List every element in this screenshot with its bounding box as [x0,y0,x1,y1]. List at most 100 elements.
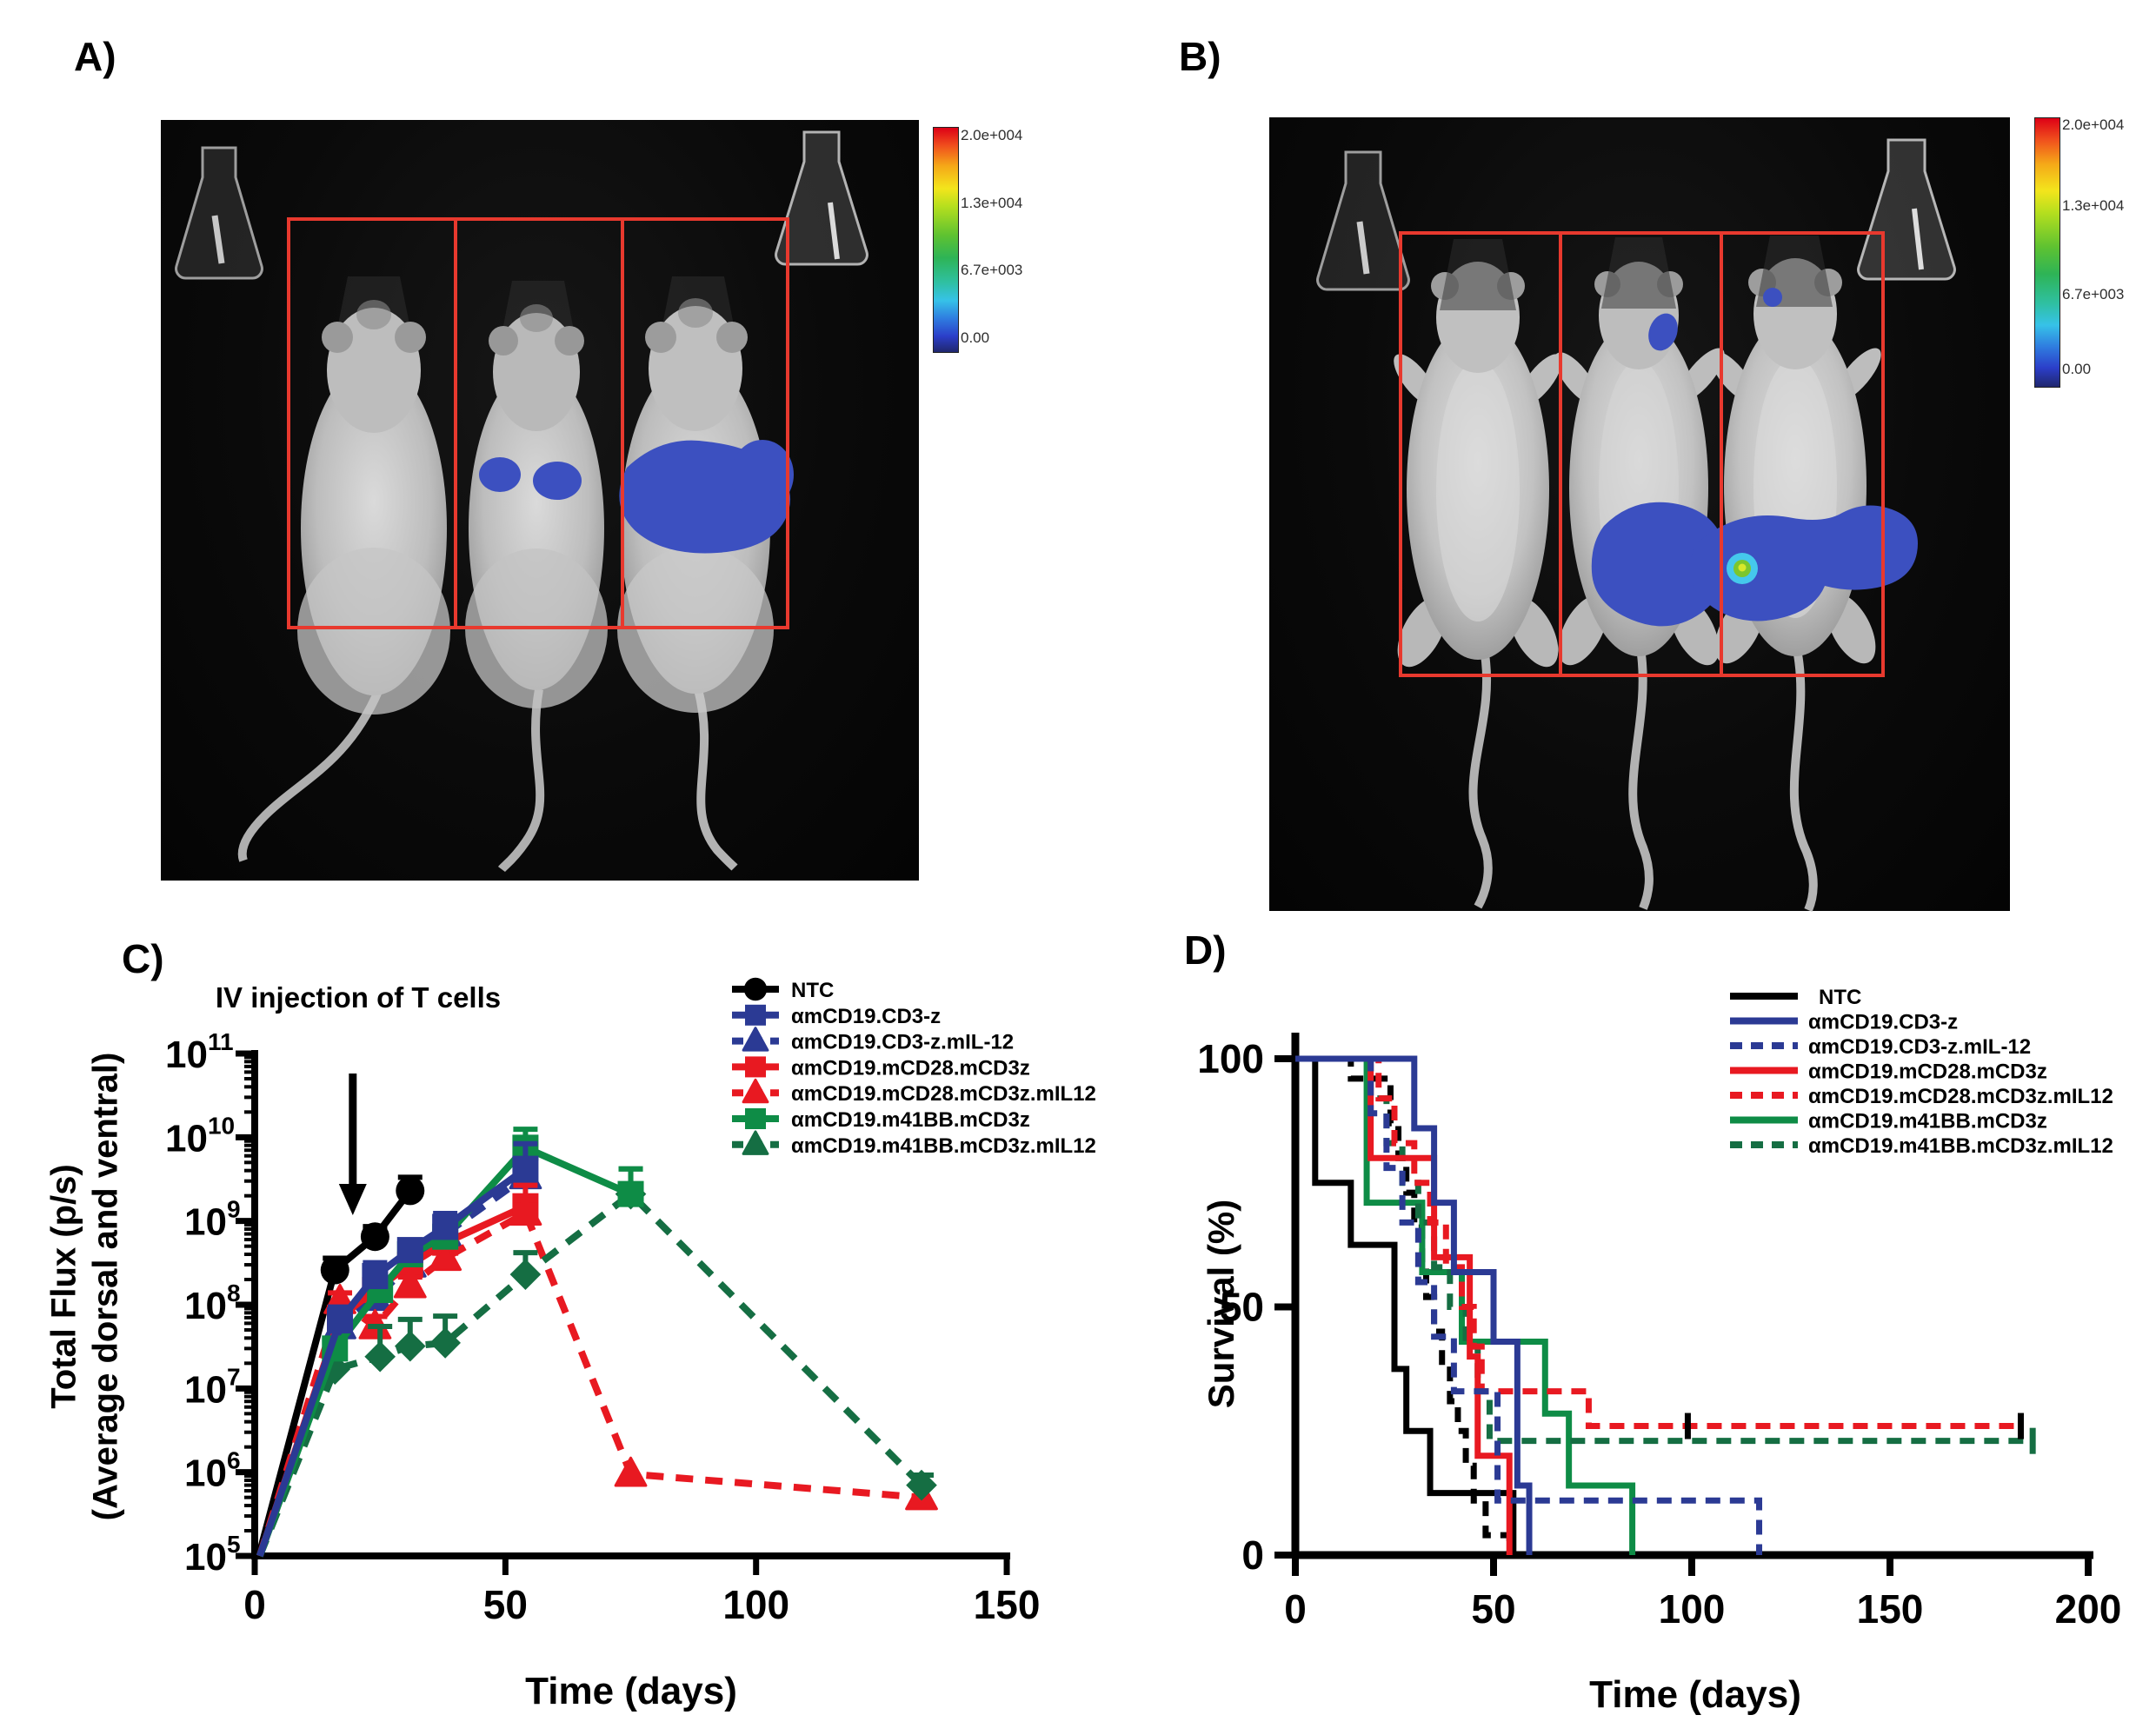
survival-y-tick-label: 50 [1220,1285,1264,1330]
bioluminescence-blob [479,440,794,554]
series-αmCD19.CD3-z [1295,1055,1533,1555]
colorbar: 2.0e+004 1.3e+004 6.7e+003 0.00 [933,127,1037,353]
colorbar-tick: 1.3e+004 [961,194,1023,211]
flask-icon [1857,138,1956,281]
flux-x-axis-label: Time (days) [525,1670,737,1712]
series-NTC [256,1174,425,1554]
flask-icon [175,146,263,280]
series-αmCD19.mCD28.mCD3z.mIL12 [1295,1055,2024,1439]
flux-y-tick-label: 107 [184,1363,241,1411]
flux-y-axis-label-line1: Total Flux (p/s) [44,1164,83,1409]
legend-label: αmCD19.CD3-z.mIL-12 [1808,1035,2031,1059]
panel-a-mouse-image [161,120,919,881]
nose-cone [1601,237,1676,309]
legend-label: αmCD19.m41BB.mCD3z [791,1108,1030,1132]
panel-a-label: A) [74,34,116,79]
bioluminescence-hotspot [1727,553,1758,584]
flux-x-tick-label: 0 [243,1582,266,1627]
iv-injection-annotation: IV injection of T cells [215,981,502,1014]
legend-label: αmCD19.CD3-z.mIL-12 [791,1031,1014,1054]
legend-item: αmCD19.mCD28.mCD3z [1730,1060,2047,1084]
flux-y-tick-label: 106 [184,1447,241,1495]
survival-x-tick-label: 100 [1659,1586,1726,1632]
flux-x-tick-label: 150 [974,1582,1041,1627]
panel-a-graphic [175,130,868,873]
flux-legend: NTCαmCD19.CD3-zαmCD19.CD3-z.mIL-12αmCD19… [732,977,1096,1158]
survival-x-axis-label: Time (days) [1589,1673,1801,1716]
legend-item: αmCD19.mCD28.mCD3z.mIL12 [1730,1085,2113,1108]
flux-chart: 0 50 100 150 1011 1010 109 108 107 106 105 NTC αmCD1… [165,977,1096,1627]
survival-legend: NTCαmCD19.CD3-zαmCD19.CD3-z.mIL-12αmCD19… [1730,986,2113,1158]
legend-label: NTC [791,979,834,1002]
legend-item: NTC [1730,986,1861,1009]
legend-item: αmCD19.mCD28.mCD3z [732,1056,1030,1080]
mouse-silhouette [465,281,608,873]
panel-b-mouse-image [1269,117,2010,912]
flux-y-tick-label: 1010 [165,1112,235,1160]
survival-chart: 0 50 100 150 200050100NTCαmCD19.CD3-zαmCD19.… [1197,986,2122,1632]
survival-y-tick-label: 100 [1197,1036,1264,1081]
legend-item: αmCD19.m41BB.mCD3z.mIL12 [1730,1134,2113,1158]
legend-item: αmCD19.mCD28.mCD3z.mIL12 [732,1078,1096,1106]
series-αmCD19.m41BB.mCD3z.mIL12 [256,1166,937,1558]
colorbar: 2.0e+004 1.3e+004 6.7e+003 0.00 [2034,116,2139,388]
mouse-silhouette [1394,239,1562,909]
colorbar-gradient [933,127,959,353]
flux-y-tick-label: 109 [184,1196,241,1244]
survival-x-tick-label: 150 [1857,1586,1924,1632]
survival-x-tick-label: 200 [2055,1586,2122,1632]
legend-item: αmCD19.m41BB.mCD3z [732,1108,1030,1132]
series-unlabeled-black-dashed [1295,1055,1513,1555]
legend-item: αmCD19.CD3-z.mIL-12 [732,1027,1014,1054]
mouse-silhouette [237,276,450,862]
colorbar-tick: 2.0e+004 [961,127,1023,144]
series-αmCD19.CD3-z.mIL-12 [1295,1055,1763,1555]
flux-y-tick-label: 105 [184,1531,241,1579]
survival-y-tick-label: 0 [1241,1532,1264,1578]
series-αmCD19.CD3-z [256,1140,539,1558]
legend-label: αmCD19.m41BB.mCD3z [1808,1110,2047,1133]
flux-y-tick-label: 108 [184,1280,241,1327]
panel-b-graphic [1316,138,1956,912]
colorbar-tick: 0.00 [2062,361,2092,378]
series-αmCD19.m41BB.mCD3z [1295,1055,1636,1555]
series-NTC [1295,1055,1517,1555]
roi-rectangle [287,217,789,629]
survival-x-tick-label: 50 [1471,1586,1515,1632]
iv-injection-arrow [338,1074,367,1215]
legend-item: αmCD19.CD3-z [732,1004,941,1028]
legend-label: αmCD19.CD3-z [791,1005,941,1028]
legend-label: αmCD19.m41BB.mCD3z.mIL12 [791,1134,1096,1158]
flux-y-tick-label: 1011 [165,1028,234,1076]
legend-item: αmCD19.CD3-z [1730,1011,1958,1034]
flux-x-tick-label: 100 [722,1582,789,1627]
flux-x-tick-label: 50 [483,1582,528,1627]
legend-item: αmCD19.m41BB.mCD3z [1730,1110,2047,1133]
legend-item: αmCD19.m41BB.mCD3z.mIL12 [732,1130,1096,1158]
legend-label: αmCD19.m41BB.mCD3z.mIL12 [1808,1134,2113,1158]
nose-cone [1440,239,1516,310]
series-αmCD19.mCD28.mCD3z [1295,1055,1513,1555]
legend-label: αmCD19.CD3-z [1808,1011,1958,1034]
panel-c-label: C) [122,936,164,981]
bioluminescence-blob [1591,288,1918,627]
survival-y-axis-label: Survival (%) [1201,1199,1241,1409]
colorbar-tick: 0.00 [961,329,990,346]
legend-label: αmCD19.mCD28.mCD3z [791,1056,1030,1080]
flask-icon [1316,150,1410,291]
survival-x-tick-label: 0 [1284,1586,1307,1632]
colorbar-tick: 2.0e+004 [2062,116,2125,134]
legend-item: αmCD19.CD3-z.mIL-12 [1730,1035,2031,1059]
legend-label: αmCD19.mCD28.mCD3z.mIL12 [1808,1085,2113,1108]
mouse-silhouette [617,276,774,871]
roi-rectangle [1399,231,1885,677]
flask-icon [775,130,868,266]
legend-label: NTC [1819,986,1861,1009]
flux-y-axis-label-line2: (Average dorsal and ventral) [86,1052,125,1521]
colorbar-tick: 6.7e+003 [961,262,1023,279]
legend-label: αmCD19.mCD28.mCD3z [1808,1060,2047,1084]
colorbar-tick: 6.7e+003 [2062,285,2125,302]
panel-b-label: B) [1179,34,1221,79]
legend-label: αmCD19.mCD28.mCD3z.mIL12 [791,1082,1096,1106]
